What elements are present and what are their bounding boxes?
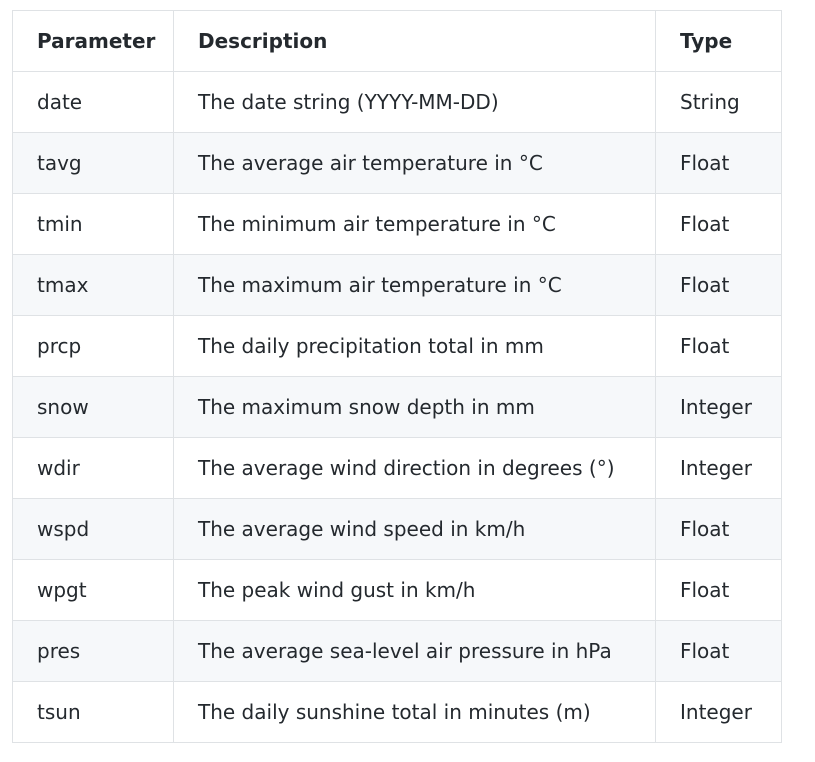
header-type: Type [655, 10, 782, 72]
cell-parameter: date [12, 71, 174, 133]
cell-parameter: snow [12, 376, 174, 438]
parameters-table-container: Parameter Description Type date The date… [12, 10, 782, 743]
table-row: tsun The daily sunshine total in minutes… [12, 681, 782, 743]
cell-parameter: wdir [12, 437, 174, 499]
cell-type: Float [655, 498, 782, 560]
cell-type: Float [655, 315, 782, 377]
cell-description: The maximum air temperature in °C [173, 254, 656, 316]
cell-description: The average wind speed in km/h [173, 498, 656, 560]
cell-type: Integer [655, 681, 782, 743]
cell-description: The date string (YYYY-MM-DD) [173, 71, 656, 133]
table-row: tavg The average air temperature in °C F… [12, 132, 782, 194]
table-row: pres The average sea-level air pressure … [12, 620, 782, 682]
parameters-table: Parameter Description Type date The date… [12, 10, 782, 743]
cell-description: The maximum snow depth in mm [173, 376, 656, 438]
table-row: wpgt The peak wind gust in km/h Float [12, 559, 782, 621]
table-row: wdir The average wind direction in degre… [12, 437, 782, 499]
cell-type: Integer [655, 437, 782, 499]
cell-description: The average air temperature in °C [173, 132, 656, 194]
header-description: Description [173, 10, 656, 72]
table-row: tmax The maximum air temperature in °C F… [12, 254, 782, 316]
cell-parameter: tmax [12, 254, 174, 316]
table-row: snow The maximum snow depth in mm Intege… [12, 376, 782, 438]
cell-type: Float [655, 620, 782, 682]
cell-description: The peak wind gust in km/h [173, 559, 656, 621]
cell-type: Float [655, 193, 782, 255]
cell-description: The average sea-level air pressure in hP… [173, 620, 656, 682]
header-parameter: Parameter [12, 10, 174, 72]
table-row: tmin The minimum air temperature in °C F… [12, 193, 782, 255]
cell-type: Float [655, 132, 782, 194]
cell-parameter: tsun [12, 681, 174, 743]
cell-parameter: wpgt [12, 559, 174, 621]
cell-description: The daily precipitation total in mm [173, 315, 656, 377]
table-body: date The date string (YYYY-MM-DD) String… [12, 71, 782, 743]
cell-type: Float [655, 559, 782, 621]
table-row: date The date string (YYYY-MM-DD) String [12, 71, 782, 133]
table-header: Parameter Description Type [12, 10, 782, 72]
cell-type: Integer [655, 376, 782, 438]
cell-description: The daily sunshine total in minutes (m) [173, 681, 656, 743]
cell-description: The minimum air temperature in °C [173, 193, 656, 255]
cell-parameter: tmin [12, 193, 174, 255]
cell-parameter: wspd [12, 498, 174, 560]
cell-parameter: prcp [12, 315, 174, 377]
cell-type: String [655, 71, 782, 133]
cell-parameter: pres [12, 620, 174, 682]
table-row: prcp The daily precipitation total in mm… [12, 315, 782, 377]
header-row: Parameter Description Type [12, 10, 782, 72]
table-row: wspd The average wind speed in km/h Floa… [12, 498, 782, 560]
cell-parameter: tavg [12, 132, 174, 194]
cell-type: Float [655, 254, 782, 316]
cell-description: The average wind direction in degrees (°… [173, 437, 656, 499]
